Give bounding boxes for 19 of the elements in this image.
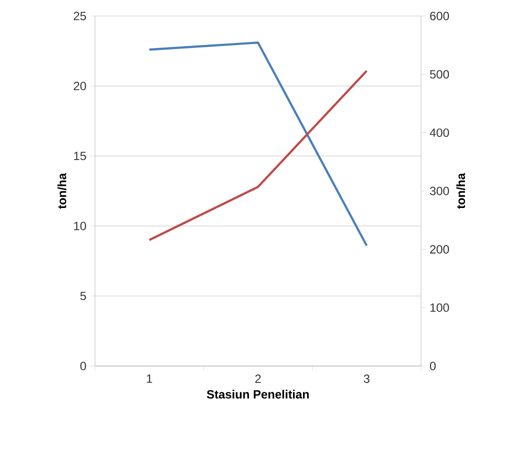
y-tick-label: 5	[80, 292, 86, 300]
y2-axis-title: ton/ha	[456, 172, 466, 209]
y-tick-label: 15	[74, 152, 86, 160]
x-tick-label: 2	[255, 374, 261, 383]
y-tick-label: 20	[74, 82, 86, 90]
y-tick-label: 25	[74, 12, 86, 20]
y2-tick-label: 100	[430, 303, 449, 312]
y-axis-title: ton/ha	[57, 172, 66, 209]
x-tick-label: 3	[364, 374, 370, 383]
x-axis-title: Stasiun Penelitian	[206, 390, 309, 399]
x-tick-label: 1	[146, 374, 152, 383]
y2-tick-label: 400	[430, 128, 449, 137]
y2-tick-label: 600	[430, 12, 449, 20]
y-tick-label: 0	[80, 362, 86, 370]
y-tick-label: 10	[74, 222, 86, 230]
y2-tick-label: 0	[430, 362, 436, 370]
y2-tick-label: 300	[430, 186, 449, 196]
y2-tick-label: 500	[430, 70, 449, 79]
y2-tick-label: 200	[430, 245, 449, 254]
